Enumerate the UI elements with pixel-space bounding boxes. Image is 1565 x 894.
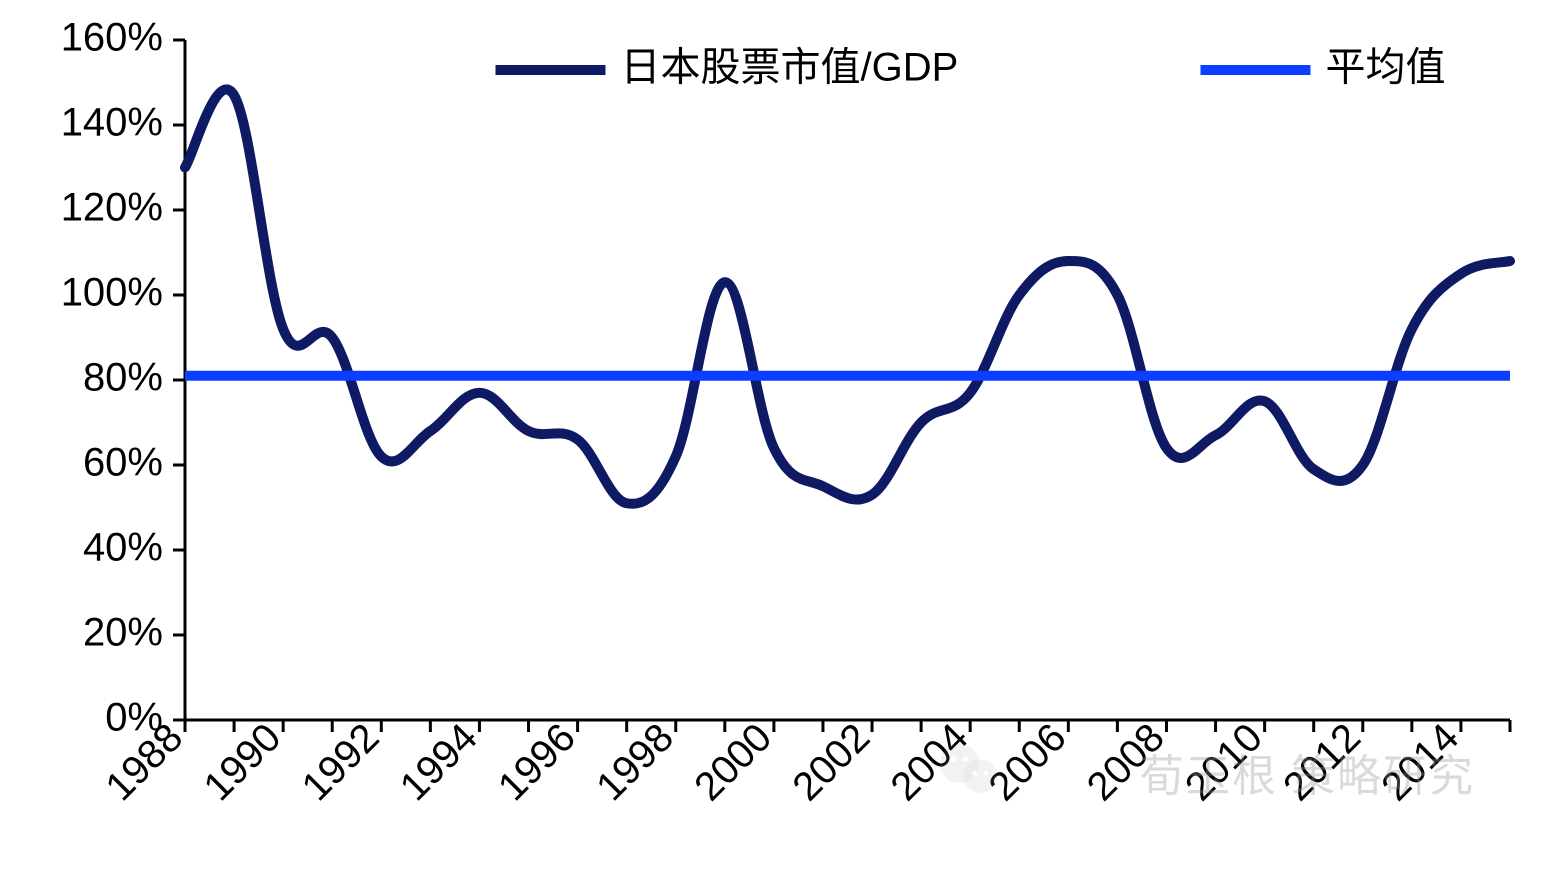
legend-label: 平均值 (1326, 46, 1446, 90)
y-tick-label: 160% (61, 16, 163, 60)
x-tick-label: 1996 (490, 715, 584, 809)
x-tick-label: 2014 (1373, 715, 1467, 809)
x-tick-label: 1992 (294, 715, 388, 809)
x-tick-label: 2000 (686, 715, 780, 809)
y-tick-label: 120% (61, 186, 163, 230)
chart-container: 0%20%40%60%80%100%120%140%160%1988199019… (0, 0, 1565, 894)
x-tick-label: 1994 (392, 715, 486, 809)
x-tick-label: 2008 (1079, 715, 1173, 809)
x-tick-label: 2010 (1177, 715, 1271, 809)
line-chart: 0%20%40%60%80%100%120%140%160%1988199019… (0, 0, 1565, 894)
legend-label: 日本股票市值/GDP (621, 46, 959, 90)
x-tick-label: 1990 (195, 715, 289, 809)
x-tick-label: 2012 (1275, 715, 1369, 809)
series-main-line (185, 89, 1510, 503)
x-tick-label: 2004 (883, 715, 977, 809)
y-tick-label: 20% (83, 611, 163, 655)
y-tick-label: 100% (61, 271, 163, 315)
y-tick-label: 140% (61, 101, 163, 145)
y-tick-label: 40% (83, 526, 163, 570)
y-tick-label: 60% (83, 441, 163, 485)
x-tick-label: 2002 (784, 715, 878, 809)
x-tick-label: 1998 (588, 715, 682, 809)
y-tick-label: 80% (83, 356, 163, 400)
x-tick-label: 2006 (981, 715, 1075, 809)
